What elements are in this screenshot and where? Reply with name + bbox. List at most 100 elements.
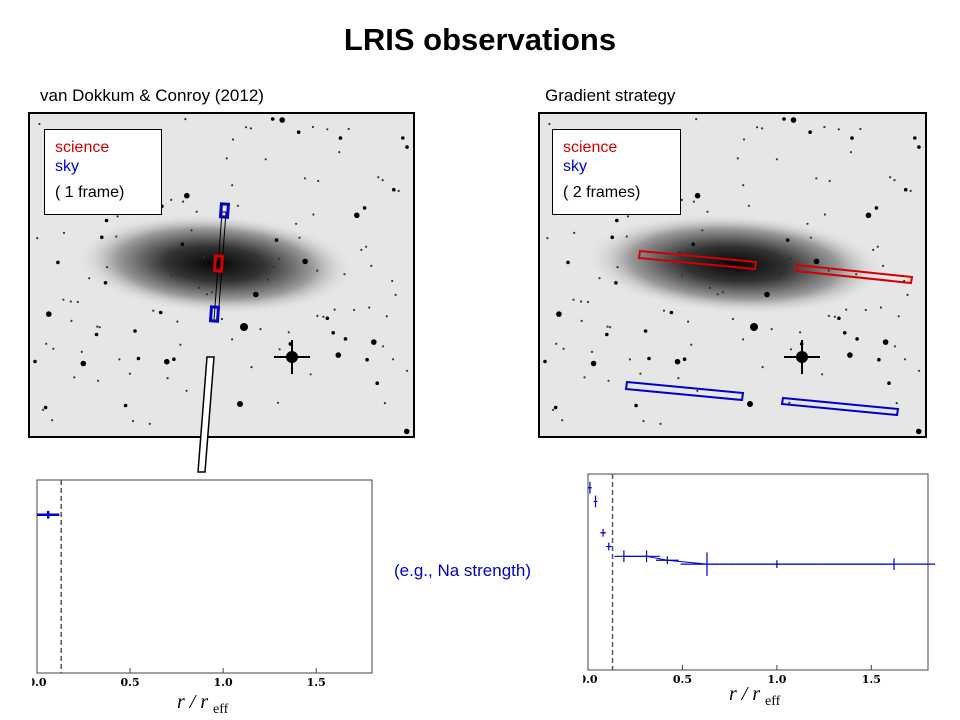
star [360, 248, 363, 251]
star [185, 389, 188, 392]
star [392, 358, 395, 361]
star [784, 265, 787, 268]
star [198, 286, 201, 289]
star [625, 235, 628, 238]
star [610, 235, 614, 240]
star [287, 331, 290, 334]
star [298, 236, 301, 239]
science-aperture [212, 254, 225, 273]
x-axis-label-subscript: eff [213, 702, 229, 716]
star [179, 343, 182, 346]
star [80, 350, 83, 353]
star [391, 279, 394, 283]
star [694, 192, 701, 199]
star [184, 192, 190, 199]
star [46, 311, 52, 317]
star [38, 122, 41, 126]
star [882, 339, 889, 345]
star [406, 369, 409, 372]
data-points [37, 510, 60, 519]
star [325, 316, 330, 321]
left-profile-chart: 0.0 0.5 1.0 1.5 r / r eff [32, 476, 378, 716]
star [799, 331, 802, 334]
star [614, 281, 618, 285]
star [674, 358, 681, 365]
star [747, 204, 750, 207]
star [639, 372, 642, 375]
star [606, 325, 609, 328]
star [543, 359, 547, 364]
right-legend: science sky ( 2 frames) [552, 129, 681, 215]
star [115, 235, 118, 238]
star [742, 184, 745, 187]
left-legend: science sky ( 1 frame) [44, 129, 162, 215]
star [176, 267, 180, 270]
star [202, 256, 205, 259]
star [370, 264, 373, 267]
star [790, 117, 797, 123]
star [847, 352, 853, 358]
star [236, 204, 239, 207]
star [764, 291, 770, 298]
example-measurement-label: (e.g., Na strength) [394, 561, 532, 580]
star [184, 118, 187, 121]
x-tick-labels: 0.0 0.5 1.0 1.5 [583, 673, 881, 686]
star [642, 419, 645, 423]
star [312, 213, 315, 216]
left-panel-heading: van Dokkum & Conroy (2012) [40, 86, 264, 105]
star [326, 128, 329, 131]
star [103, 281, 108, 285]
star [893, 179, 896, 182]
star [561, 419, 564, 422]
star [659, 422, 662, 425]
star [628, 358, 631, 361]
star [104, 218, 109, 223]
star [893, 345, 897, 348]
star [761, 127, 764, 130]
star [220, 317, 223, 321]
star [562, 347, 565, 350]
star [855, 337, 859, 341]
star [231, 184, 234, 187]
star [180, 242, 185, 246]
star [128, 372, 131, 375]
star [706, 210, 709, 213]
star [331, 331, 336, 335]
star [879, 306, 882, 309]
star [123, 403, 128, 408]
star [778, 278, 781, 281]
star-field [33, 117, 410, 435]
star [677, 377, 680, 380]
star [270, 117, 275, 121]
star [815, 177, 818, 180]
star [695, 118, 698, 121]
star [170, 274, 173, 277]
star [88, 277, 91, 280]
star [383, 402, 386, 405]
star [190, 229, 193, 232]
data-point [680, 552, 734, 576]
star [116, 215, 119, 218]
star [70, 319, 73, 322]
star [669, 310, 674, 315]
plot-frame [587, 473, 929, 671]
star [573, 231, 576, 234]
star [583, 376, 586, 379]
x-tick-label: 0.5 [120, 676, 139, 689]
star [609, 326, 612, 329]
star [788, 401, 791, 404]
star [626, 215, 630, 218]
star [365, 357, 369, 362]
legend-frames-label: ( 1 frame) [55, 184, 125, 201]
star [566, 260, 570, 265]
star [97, 379, 100, 382]
star [317, 179, 320, 183]
data-point [656, 556, 679, 565]
star [347, 127, 350, 131]
star [662, 309, 666, 312]
star [687, 320, 690, 323]
data-points [588, 481, 935, 576]
star [701, 229, 704, 232]
star [231, 338, 234, 341]
x-ticks [36, 668, 317, 673]
